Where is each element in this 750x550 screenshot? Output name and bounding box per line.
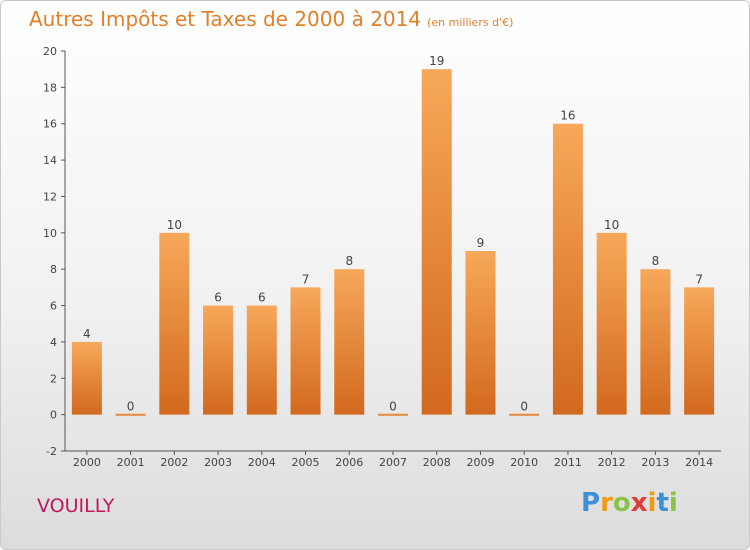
title-text: Autres Impôts et Taxes de 2000 à 2014 [29,7,422,31]
logo-letter: o [612,488,631,518]
bar [465,251,496,415]
data-label: 9 [477,236,485,250]
chart-data-labels: 4 0 10 6 6 7 8 0 19 9 0 16 10 8 7 [83,54,703,413]
data-label: 6 [258,291,266,305]
data-label: 8 [652,254,660,268]
data-label: 0 [127,400,135,414]
y-tick-label: 0 [50,409,57,422]
logo-letter: r [600,488,613,518]
proxiti-logo: Proxiti [581,488,678,518]
bar [596,232,627,415]
x-tick-label: 2006 [335,456,363,469]
x-tick-label: 2010 [510,456,538,469]
data-label: 0 [389,400,397,414]
bar [159,232,190,415]
logo-letter: i [668,488,678,518]
y-tick-label: 2 [50,372,57,385]
chart-axes: -2 0 2 4 6 8 10 12 14 16 18 20 2000 2001 2002 2003 2004 2… [43,45,721,469]
bar [421,69,452,415]
y-tick-label: 16 [43,118,57,131]
bar [509,413,540,416]
data-label: 10 [167,218,182,232]
bar [290,287,321,415]
data-label: 8 [345,254,353,268]
x-tick-label: 2014 [685,456,713,469]
data-label: 0 [520,400,528,414]
y-tick-label: 12 [43,190,57,203]
x-tick-label: 2013 [641,456,669,469]
x-tick-label: 2002 [160,456,188,469]
bar [115,413,146,416]
data-label: 19 [429,54,444,68]
x-tick-label: 2009 [466,456,494,469]
data-label: 4 [83,327,91,341]
x-tick-label: 2005 [292,456,320,469]
bar [246,305,277,415]
x-tick-label: 2008 [423,456,451,469]
y-tick-label: 14 [43,154,57,167]
bar [684,287,715,415]
y-tick-label: 10 [43,227,57,240]
data-label: 7 [695,272,703,286]
chart-title: Autres Impôts et Taxes de 2000 à 2014 (en… [29,7,513,31]
data-label: 16 [560,109,575,123]
y-tick-label: 20 [43,45,57,58]
x-tick-label: 2011 [554,456,582,469]
chart-bars [71,69,715,416]
chart-subtitle: (en milliers d'€) [427,16,514,29]
bar [552,123,583,415]
logo-letter: t [656,488,669,518]
x-tick-label: 2004 [248,456,276,469]
bar [71,341,102,415]
y-tick-label: 6 [50,300,57,313]
place-name: VOUILLY [37,495,115,517]
x-tick-label: 2003 [204,456,232,469]
y-tick-label: 8 [50,263,57,276]
logo-letter: P [581,488,601,518]
logo-letter: i [647,488,657,518]
bar [334,269,365,415]
x-tick-label: 2012 [598,456,626,469]
x-tick-label: 2000 [73,456,101,469]
data-label: 10 [604,218,619,232]
y-tick-label: 4 [50,336,57,349]
x-tick-label: 2001 [117,456,145,469]
y-tick-label: 18 [43,81,57,94]
data-label: 6 [214,291,222,305]
logo-letter: x [630,488,648,518]
x-tick-label: 2007 [379,456,407,469]
y-tick-label: -2 [46,445,57,458]
bar [640,269,671,415]
bar [203,305,234,415]
bar [378,413,408,416]
data-label: 7 [302,272,310,286]
